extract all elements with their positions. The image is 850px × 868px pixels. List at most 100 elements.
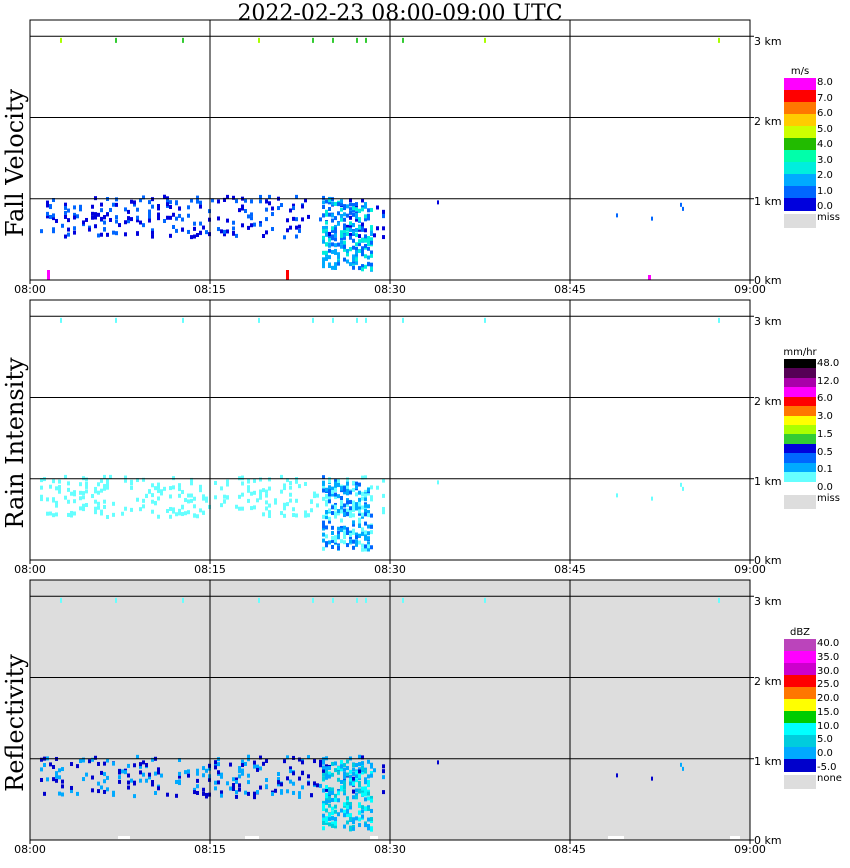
echo-pixel bbox=[616, 213, 618, 218]
echo-pixel bbox=[61, 792, 64, 797]
echo-pixel bbox=[331, 492, 334, 497]
echo-pixel bbox=[88, 759, 91, 764]
echo-pixel bbox=[220, 774, 223, 779]
echo-pixel bbox=[349, 232, 352, 237]
echo-pixel bbox=[142, 477, 145, 482]
echo-pixel bbox=[169, 494, 172, 499]
colorbar-swatch bbox=[784, 759, 816, 772]
echo-pixel bbox=[139, 778, 142, 783]
echo-pixel bbox=[346, 807, 349, 812]
colorbar-label: 10.0 bbox=[817, 720, 840, 732]
echo-pixel bbox=[301, 204, 304, 209]
echo-pixel bbox=[352, 212, 355, 217]
echo-pixel bbox=[214, 762, 217, 767]
echo-pixel bbox=[370, 545, 373, 550]
x-tick: 09:00 bbox=[734, 283, 766, 296]
echo-pixel bbox=[328, 771, 331, 776]
echo-pixel bbox=[437, 200, 439, 205]
echo-pixel bbox=[346, 820, 349, 825]
echo-pixel bbox=[103, 789, 106, 794]
echo-pixel bbox=[94, 489, 97, 494]
echo-pixel bbox=[307, 755, 310, 760]
echo-pixel bbox=[370, 497, 373, 502]
echo-pixel bbox=[100, 202, 103, 207]
echo-pixel bbox=[82, 476, 85, 481]
echo-pixel bbox=[169, 200, 172, 205]
echo-pixel bbox=[52, 198, 55, 203]
echo-pixel bbox=[238, 208, 241, 213]
echo-pixel bbox=[352, 254, 355, 259]
echo-pixel bbox=[343, 206, 346, 211]
echo-pixel bbox=[232, 226, 235, 231]
echo-pixel bbox=[124, 770, 127, 775]
echo-pixel bbox=[343, 235, 346, 240]
echo-pixel bbox=[58, 768, 61, 773]
echo-pixel bbox=[364, 530, 367, 535]
echo-pixel bbox=[322, 807, 325, 812]
echo-pixel bbox=[355, 227, 358, 232]
echo-pixel bbox=[79, 759, 82, 764]
echo-pixel bbox=[616, 773, 618, 778]
echo-pixel bbox=[313, 781, 316, 786]
echo-pixel bbox=[85, 503, 88, 508]
echo-pixel bbox=[352, 530, 355, 535]
echo-pixel bbox=[328, 492, 331, 497]
echo-pixel bbox=[334, 492, 337, 497]
echo-pixel bbox=[292, 771, 295, 776]
echo-pixel bbox=[283, 506, 286, 511]
echo-pixel bbox=[151, 230, 154, 235]
echo-pixel bbox=[271, 206, 274, 211]
echo-pixel bbox=[253, 505, 256, 510]
echo-pixel bbox=[680, 202, 682, 207]
echo-pixel bbox=[40, 229, 43, 234]
colorbar-swatch bbox=[784, 406, 816, 417]
echo-pixel bbox=[67, 512, 70, 517]
echo-pixel bbox=[337, 511, 340, 516]
echo-pixel bbox=[118, 779, 121, 784]
echo-pixel bbox=[352, 817, 355, 822]
echo-pixel bbox=[361, 809, 364, 814]
echo-pixel bbox=[121, 769, 124, 774]
echo-pixel bbox=[301, 770, 304, 775]
echo-pixel bbox=[97, 781, 100, 786]
echo-pixel bbox=[358, 789, 361, 794]
echo-pixel bbox=[337, 261, 340, 266]
echo-pixel bbox=[319, 763, 322, 768]
echo-pixel bbox=[365, 37, 367, 43]
echo-pixel bbox=[136, 215, 139, 220]
echo-pixel bbox=[40, 777, 43, 782]
echo-pixel bbox=[346, 252, 349, 257]
x-tick: 08:45 bbox=[554, 283, 586, 296]
echo-pixel bbox=[256, 764, 259, 769]
echo-pixel bbox=[358, 511, 361, 516]
echo-pixel bbox=[97, 505, 100, 510]
echo-pixel bbox=[364, 512, 367, 517]
echo-pixel bbox=[382, 226, 385, 231]
echo-pixel bbox=[340, 518, 343, 523]
colorbar-swatch bbox=[784, 90, 816, 103]
echo-pixel bbox=[118, 775, 121, 780]
echo-pixel bbox=[79, 207, 82, 212]
echo-pixel bbox=[235, 777, 238, 782]
echo-pixel bbox=[73, 212, 76, 217]
echo-pixel bbox=[238, 774, 241, 779]
echo-pixel bbox=[214, 780, 217, 785]
echo-pixel bbox=[364, 792, 367, 797]
echo-pixel bbox=[437, 480, 439, 485]
echo-pixel bbox=[346, 796, 349, 801]
echo-pixel bbox=[331, 790, 334, 795]
echo-pixel bbox=[235, 790, 238, 795]
echo-pixel bbox=[355, 503, 358, 508]
panel-0-border bbox=[29, 19, 751, 281]
echo-pixel bbox=[250, 199, 253, 204]
colorbar-swatch bbox=[784, 368, 816, 379]
echo-pixel bbox=[157, 485, 160, 490]
echo-pixel bbox=[364, 217, 367, 222]
echo-pixel bbox=[259, 199, 262, 204]
echo-pixel bbox=[289, 766, 292, 771]
echo-pixel bbox=[367, 246, 370, 251]
echo-pixel bbox=[82, 777, 85, 782]
echo-pixel bbox=[358, 802, 361, 807]
x-tick: 08:15 bbox=[194, 843, 226, 856]
echo-pixel bbox=[367, 487, 370, 492]
